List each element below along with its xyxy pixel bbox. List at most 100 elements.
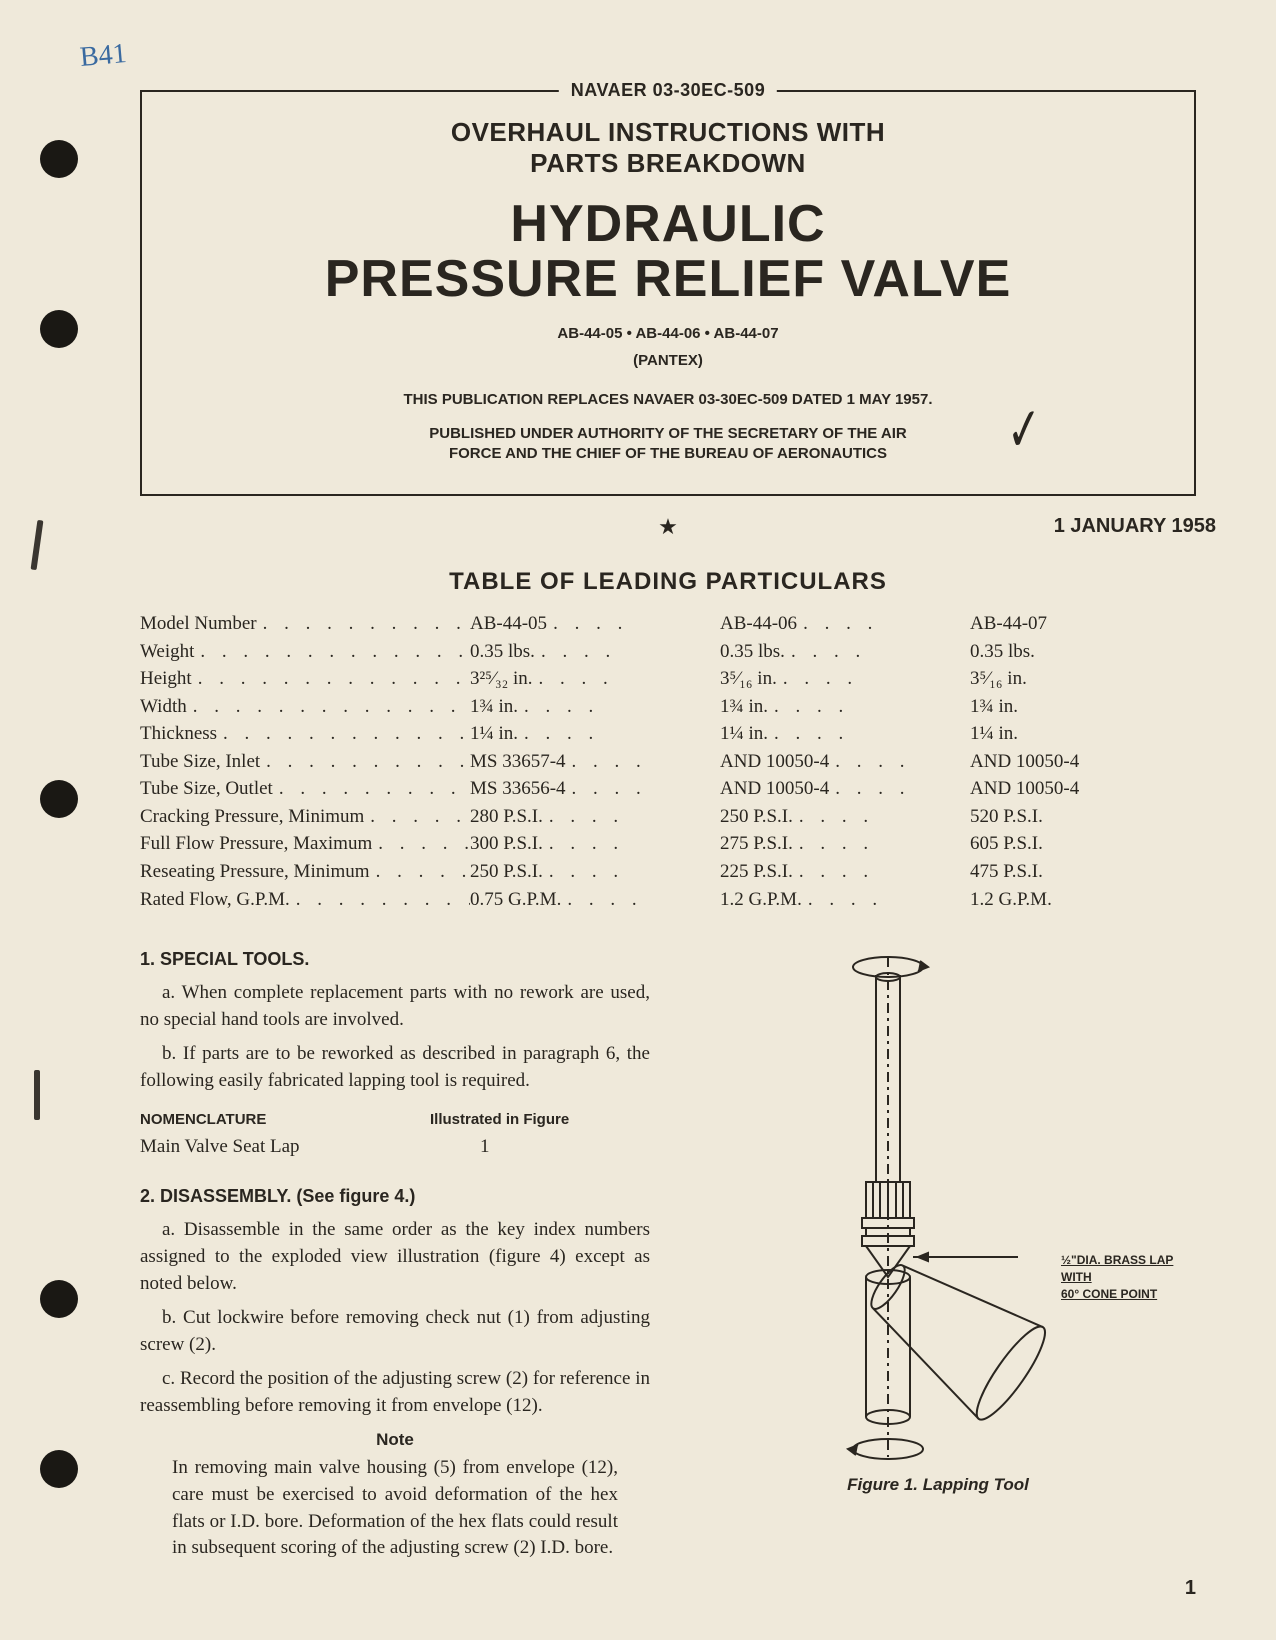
header-box: NAVAER 03-30EC-509 OVERHAUL INSTRUCTIONS… [140, 90, 1196, 496]
nomen-head-left: NOMENCLATURE [140, 1109, 430, 1130]
nomenclature-row: Main Valve Seat Lap 1 [140, 1134, 650, 1161]
row-col1: MS 33656-4 [470, 775, 566, 803]
page-number: 1 [1185, 1577, 1196, 1600]
row-col1: 1¾ in. [470, 693, 518, 721]
left-column: 1. SPECIAL TOOLS. a. When complete repla… [140, 947, 650, 1562]
subtitle-line1: OVERHAUL INSTRUCTIONS WITH [451, 117, 885, 147]
leader-dots: . . . . [793, 858, 970, 886]
leader-dots: . . . . . . . . . . . . . . . . . . . . [192, 665, 470, 693]
note-heading: Note [140, 1428, 650, 1452]
row-label: Model Number [140, 610, 257, 638]
subtitle-line2: PARTS BREAKDOWN [530, 148, 806, 178]
leader-dots: . . . . . . . . . . . . . . . . . . . . [273, 775, 470, 803]
section2-para-c: c. Record the position of the adjusting … [140, 1366, 650, 1419]
row-col3: AND 10050-4 [970, 748, 1079, 776]
page: B41 NAVAER 03-30EC-509 OVERHAUL INSTRUCT… [0, 0, 1276, 1640]
leader-dots: . . . . . . . . . . . . . . . . . . . . [257, 610, 470, 638]
punch-hole [40, 140, 78, 178]
section2-para-b: b. Cut lockwire before removing check nu… [140, 1305, 650, 1358]
leader-dots: . . . . [518, 693, 720, 721]
table-row: Cracking Pressure, Minimum. . . . . . . … [140, 803, 1196, 831]
leader-dots: . . . . [768, 693, 970, 721]
punch-hole [40, 1280, 78, 1318]
leader-dots: . . . . [777, 665, 970, 693]
row-col1: 280 P.S.I. [470, 803, 543, 831]
leader-dots: . . . . [802, 886, 970, 914]
row-col1: 250 P.S.I. [470, 858, 543, 886]
section1-para-b: b. If parts are to be reworked as descri… [140, 1041, 650, 1094]
leader-dots: . . . . [561, 886, 720, 914]
row-col3: AND 10050-4 [970, 775, 1079, 803]
row-label: Cracking Pressure, Minimum [140, 803, 364, 831]
row-col2: AND 10050-4 [720, 748, 829, 776]
checkmark-icon: ✓ [1004, 387, 1043, 471]
section1-heading: 1. SPECIAL TOOLS. [140, 947, 650, 972]
figure-lapping-tool [728, 947, 1148, 1467]
figure-caption: Figure 1. Lapping Tool [680, 1475, 1196, 1495]
handwritten-note: B41 [79, 38, 128, 74]
row-col2: 250 P.S.I. [720, 803, 793, 831]
table-row: Width. . . . . . . . . . . . . . . . . .… [140, 693, 1196, 721]
row-label: Weight [140, 638, 194, 666]
row-col1: 0.75 G.P.M. [470, 886, 561, 914]
section2-para-a: a. Disassemble in the same order as the … [140, 1217, 650, 1297]
table-row: Reseating Pressure, Minimum. . . . . . .… [140, 858, 1196, 886]
authority-line1: PUBLISHED UNDER AUTHORITY OF THE SECRETA… [429, 425, 907, 442]
row-label: Tube Size, Inlet [140, 748, 260, 776]
title-line1: HYDRAULIC [510, 195, 825, 253]
table-title: TABLE OF LEADING PARTICULARS [140, 568, 1196, 596]
section2: 2. DISASSEMBLY. (See figure 4.) a. Disas… [140, 1184, 650, 1562]
leader-dots: . . . . [533, 665, 720, 693]
row-col1: 3²⁵⁄₃₂ in. [470, 665, 533, 693]
row-col2: 3⁵⁄₁₆ in. [720, 665, 777, 693]
leader-dots: . . . . [768, 720, 970, 748]
row-label: Width [140, 693, 187, 721]
authority-line2: FORCE AND THE CHIEF OF THE BUREAU OF AER… [449, 445, 887, 462]
leader-dots: . . . . [518, 720, 720, 748]
punch-hole [40, 310, 78, 348]
table-row: Tube Size, Inlet. . . . . . . . . . . . … [140, 748, 1196, 776]
row-col3: 520 P.S.I. [970, 803, 1043, 831]
row-col3: 475 P.S.I. [970, 858, 1043, 886]
leader-dots: . . . . [543, 803, 720, 831]
authority-statement: PUBLISHED UNDER AUTHORITY OF THE SECRETA… [187, 424, 1149, 465]
star-divider: ★ [140, 514, 1196, 540]
nomen-left: Main Valve Seat Lap [140, 1134, 430, 1161]
leader-dots: . . . . . . . . . . . . . . . . . . . . [364, 803, 470, 831]
table-row: Full Flow Pressure, Maximum. . . . . . .… [140, 830, 1196, 858]
leader-dots: . . . . . . . . . . . . . . . . . . . . [260, 748, 470, 776]
row-label: Thickness [140, 720, 217, 748]
row-label: Tube Size, Outlet [140, 775, 273, 803]
row-col2: 0.35 lbs. [720, 638, 785, 666]
row-col3: AB-44-07 [970, 610, 1047, 638]
row-col3: 0.35 lbs. [970, 638, 1035, 666]
title-line2: PRESSURE RELIEF VALVE [325, 250, 1012, 308]
row-col2: AB-44-06 [720, 610, 797, 638]
table-row: Thickness. . . . . . . . . . . . . . . .… [140, 720, 1196, 748]
leader-dots: . . . . . . . . . . . . . . . . . . . . [370, 858, 470, 886]
section2-heading: 2. DISASSEMBLY. (See figure 4.) [140, 1184, 650, 1209]
row-col2: AND 10050-4 [720, 775, 829, 803]
row-col1: AB-44-05 [470, 610, 547, 638]
leader-dots: . . . . [547, 610, 720, 638]
table-row: Tube Size, Outlet. . . . . . . . . . . .… [140, 775, 1196, 803]
body-columns: 1. SPECIAL TOOLS. a. When complete repla… [140, 947, 1196, 1562]
table-row: Model Number. . . . . . . . . . . . . . … [140, 610, 1196, 638]
table-row: Rated Flow, G.P.M.. . . . . . . . . . . … [140, 886, 1196, 914]
nomenclature-header: NOMENCLATURE Illustrated in Figure [140, 1109, 650, 1130]
leader-dots: . . . . . . . . . . . . . . . . . . . . [217, 720, 470, 748]
row-label: Full Flow Pressure, Maximum [140, 830, 372, 858]
leader-dots: . . . . [829, 748, 970, 776]
figure-label-line1: ½"DIA. BRASS LAP WITH [1061, 1253, 1173, 1284]
subtitle: OVERHAUL INSTRUCTIONS WITH PARTS BREAKDO… [187, 117, 1149, 179]
leader-dots: . . . . . . . . . . . . . . . . . . . . [194, 638, 470, 666]
staple-mark [31, 520, 44, 570]
row-col2: 1.2 G.P.M. [720, 886, 802, 914]
row-col1: 300 P.S.I. [470, 830, 543, 858]
publication-date: 1 JANUARY 1958 [1046, 511, 1224, 542]
nomen-head-right: Illustrated in Figure [430, 1109, 569, 1130]
row-col3: 1¼ in. [970, 720, 1018, 748]
leader-dots: . . . . [535, 638, 720, 666]
row-col2: 275 P.S.I. [720, 830, 793, 858]
row-col2: 225 P.S.I. [720, 858, 793, 886]
